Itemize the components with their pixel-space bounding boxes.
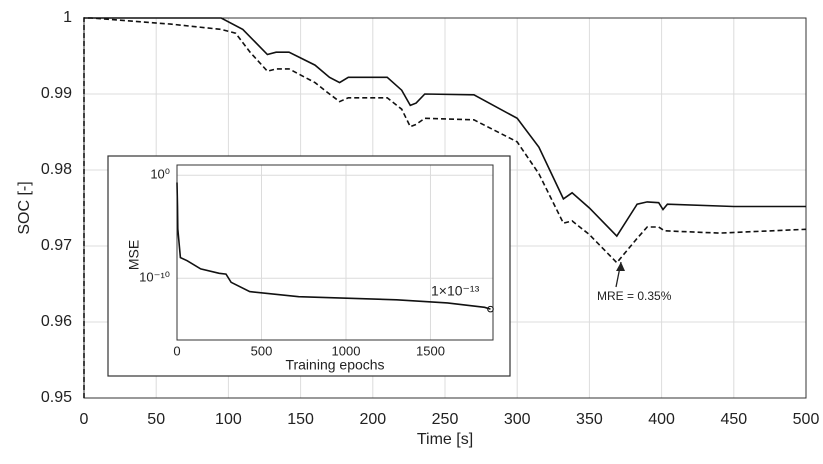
- annotation: 1×10⁻¹³: [431, 283, 480, 299]
- plot-frame: [83, 17, 807, 399]
- series-line: [176, 182, 491, 310]
- plot-frame: [176, 164, 494, 341]
- x-axis-label: Time [s]: [417, 431, 473, 448]
- x-tick-label: 1000: [332, 343, 361, 358]
- end-marker: [487, 305, 494, 313]
- x-tick-label: 350: [576, 411, 603, 428]
- y-tick-label: 0.98: [41, 161, 72, 178]
- y-tick-label: 0.99: [41, 85, 72, 102]
- series-line: [83, 17, 807, 398]
- x-tick-label: 450: [720, 411, 747, 428]
- x-tick-label: 0: [173, 343, 180, 358]
- y-tick-label: 0.96: [41, 313, 72, 330]
- x-tick-label: 1500: [416, 343, 445, 358]
- x-tick-label: 50: [147, 411, 165, 428]
- y-tick-label: 10⁻¹⁰: [139, 270, 170, 285]
- inset-chart: Training epochs MSE 0 500 1000 1500 10⁰ 10⁻¹⁰ 1×…: [107, 155, 511, 377]
- x-tick-label: 500: [793, 411, 820, 428]
- x-tick-label: 250: [432, 411, 459, 428]
- y-axis-label: MSE: [126, 240, 142, 270]
- arrow-head: [616, 262, 625, 271]
- x-tick-label: 300: [504, 411, 531, 428]
- x-tick-label: 0: [80, 411, 89, 428]
- x-tick-label: 100: [215, 411, 242, 428]
- annotation: MRE = 0.35%: [597, 289, 672, 303]
- series-line: [84, 17, 806, 238]
- y-tick-label: 10⁰: [150, 167, 170, 182]
- y-tick-label: 0.95: [41, 389, 72, 406]
- x-tick-label: 200: [359, 411, 386, 428]
- y-tick-label: 0.97: [41, 237, 72, 254]
- plot-area: [177, 165, 493, 340]
- x-tick-label: 150: [287, 411, 314, 428]
- x-tick-label: 400: [648, 411, 675, 428]
- y-tick-label: 1: [63, 9, 72, 26]
- x-tick-label: 500: [251, 343, 273, 358]
- y-axis-label: SOC [-]: [16, 181, 33, 234]
- x-axis-label: Training epochs: [285, 357, 384, 373]
